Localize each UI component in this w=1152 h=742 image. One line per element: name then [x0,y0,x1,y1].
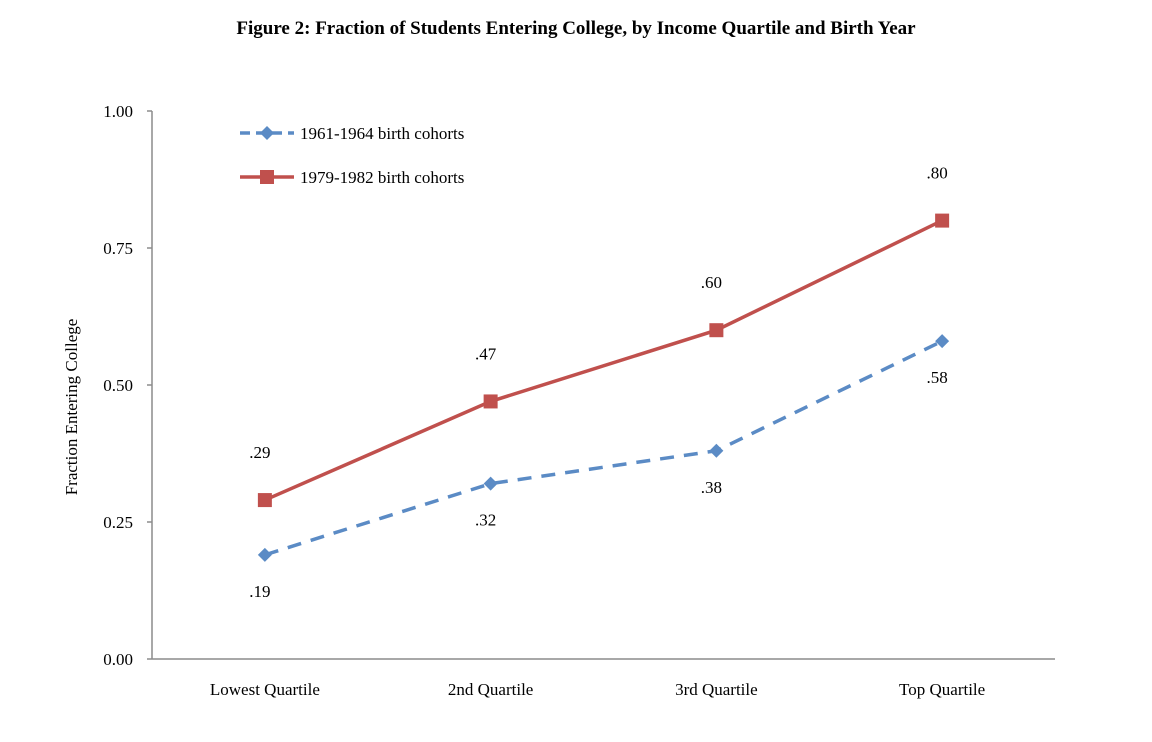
series-line [264,219,943,502]
data-point [709,443,724,458]
data-point [257,493,272,508]
chart-title: Figure 2: Fraction of Students Entering … [236,18,916,39]
data-point [483,394,498,409]
data-label: .58 [927,368,948,387]
x-category-label: Lowest Quartile [210,680,320,699]
data-label: .19 [249,582,270,601]
x-category-label: 3rd Quartile [675,680,758,699]
series-2: .29 .47 .60 .80 [249,164,950,508]
data-label: .29 [249,443,270,462]
x-category-label: 2nd Quartile [448,680,533,699]
data-point [935,334,950,349]
y-tick-label: 0.50 [103,376,133,395]
series-group: .19 .32 .38 .58 .29 .47 .60 .80 [249,164,950,601]
data-label: .38 [701,478,722,497]
axes [151,111,1055,660]
y-tick-label: 0.25 [103,513,133,532]
series-line [264,339,943,557]
legend-marker [260,170,274,184]
data-point [935,213,950,228]
legend-marker [260,126,274,140]
data-point [709,323,724,338]
data-point [257,547,272,562]
y-axis-ticks: 0.00 0.25 0.50 0.75 1.00 [103,102,152,669]
data-label: .32 [475,511,496,530]
y-tick-label: 0.75 [103,239,133,258]
data-point [483,476,498,491]
x-axis-ticks: Lowest Quartile 2nd Quartile 3rd Quartile T… [210,680,985,699]
data-label: .47 [475,344,497,363]
data-label: .80 [927,164,948,183]
legend: 1961-1964 birth cohorts 1979-1982 birth c… [240,124,464,187]
series-1: .19 .32 .38 .58 [249,334,950,601]
legend-label: 1961-1964 birth cohorts [300,124,464,143]
data-label: .60 [701,273,722,292]
y-tick-label: 0.00 [103,650,133,669]
legend-label: 1979-1982 birth cohorts [300,168,464,187]
y-axis-title: Fraction Entering College [62,319,81,496]
x-category-label: Top Quartile [899,680,985,699]
y-tick-label: 1.00 [103,102,133,121]
